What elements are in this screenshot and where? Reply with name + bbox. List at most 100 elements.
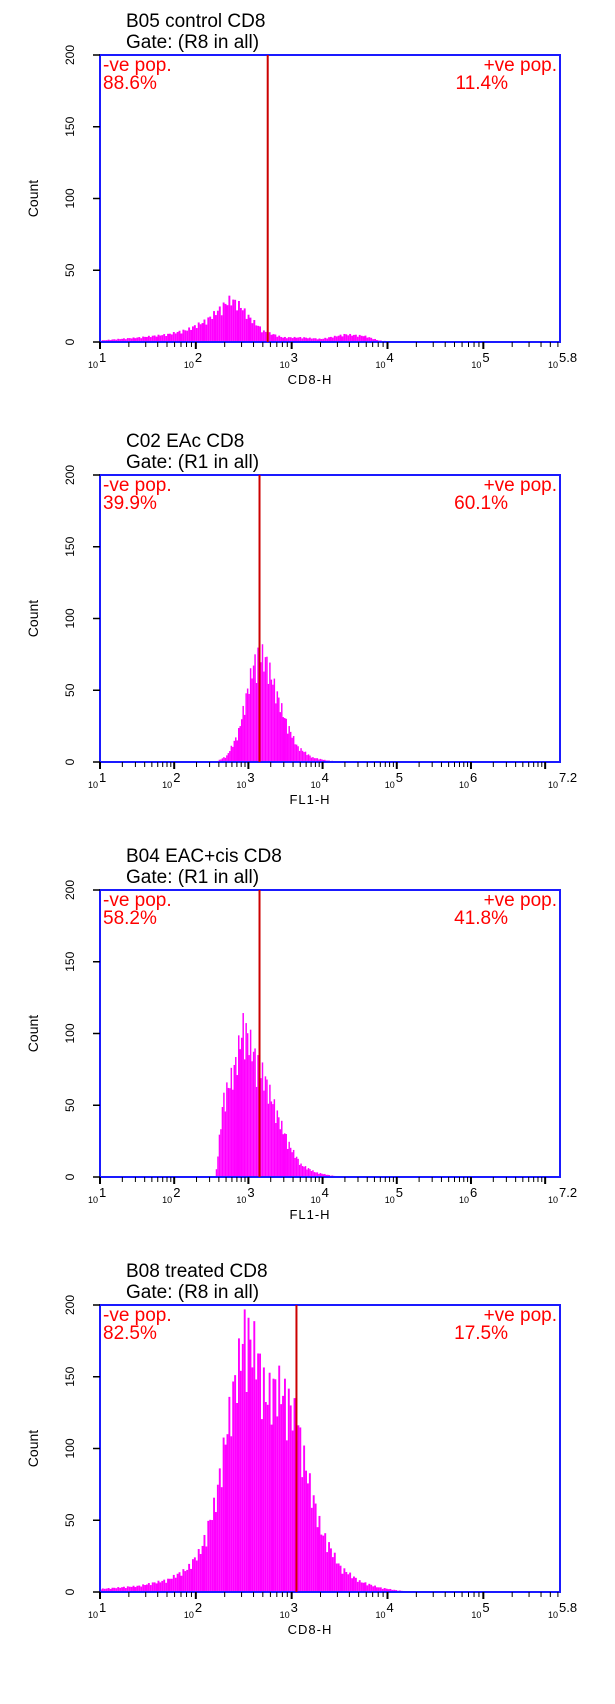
- histogram-bar: [301, 1477, 304, 1592]
- histogram-bar: [235, 737, 237, 762]
- histogram-bar: [303, 1445, 306, 1592]
- histogram-bar: [330, 336, 332, 342]
- x-tick-base: 10: [88, 1610, 98, 1620]
- x-tick-exponent: 2: [195, 1600, 202, 1615]
- histogram-bar: [284, 717, 286, 762]
- histogram-bar: [374, 338, 376, 342]
- gate-title: Gate: (R1 in all): [126, 867, 259, 888]
- histogram-bar: [218, 759, 221, 762]
- y-tick-label: 200: [63, 1295, 77, 1315]
- histogram-bar: [314, 338, 317, 342]
- histogram-bar: [319, 758, 322, 762]
- histogram-bar: [322, 1174, 325, 1177]
- histogram-bar: [262, 330, 265, 342]
- histogram-bar: [270, 1101, 273, 1177]
- histogram-bar: [151, 335, 154, 342]
- histogram-bar: [245, 693, 247, 762]
- histogram-bar: [245, 318, 248, 342]
- x-tick-exponent: 7.2: [559, 770, 577, 785]
- histogram-bar: [138, 1585, 141, 1592]
- x-tick-base: 10: [280, 360, 290, 370]
- histogram-bar: [261, 1062, 264, 1177]
- histogram-bar: [221, 1107, 224, 1177]
- x-tick-base: 10: [236, 780, 246, 790]
- histogram-bar: [319, 1173, 322, 1177]
- histogram-bar: [136, 337, 139, 342]
- plot-frame: [99, 889, 561, 1178]
- x-tick-base: 10: [548, 360, 558, 370]
- histogram-bar: [291, 737, 293, 762]
- histogram-bar: [292, 1149, 295, 1177]
- histogram-bar: [322, 1535, 325, 1592]
- histogram-bar: [228, 1396, 231, 1592]
- histogram-bar: [259, 326, 261, 342]
- histogram-bar: [282, 717, 284, 762]
- y-tick-label: 200: [63, 880, 77, 900]
- histogram-bar: [266, 656, 268, 762]
- histogram-bar: [161, 335, 164, 342]
- histogram-bar: [124, 339, 127, 342]
- histogram-bar: [103, 1588, 106, 1592]
- x-tick-exponent: 2: [173, 1185, 180, 1200]
- histogram-bar: [294, 744, 296, 762]
- histogram-bar: [330, 1548, 332, 1592]
- histogram-bar: [220, 315, 223, 342]
- histogram-bar: [381, 1588, 384, 1592]
- histogram-bar: [284, 1378, 286, 1592]
- histogram-bar: [337, 335, 340, 342]
- x-tick-base: 10: [375, 360, 385, 370]
- y-axis-label: Count: [25, 600, 41, 637]
- x-tick-label: 10: [548, 1610, 558, 1620]
- histogram-bar: [157, 334, 160, 342]
- histogram-bar: [274, 1379, 277, 1592]
- histogram-bar: [264, 1402, 267, 1592]
- histogram-bar: [343, 1568, 346, 1592]
- histogram-bar: [123, 1586, 125, 1592]
- histogram-bar: [149, 1585, 152, 1592]
- histogram-bar: [267, 1103, 270, 1177]
- histogram-bar: [276, 1110, 279, 1177]
- x-tick-label: 10: [311, 1195, 321, 1205]
- histogram-bar: [274, 334, 277, 342]
- histogram-bar: [307, 1483, 309, 1592]
- histogram-bar: [220, 1129, 222, 1177]
- histogram-bar: [389, 1588, 392, 1592]
- histogram-bar: [238, 1338, 240, 1592]
- histogram-bar: [236, 1403, 238, 1592]
- histogram-bars: [100, 1309, 407, 1592]
- histogram-bar: [345, 1571, 348, 1592]
- histogram-bar: [180, 1575, 183, 1592]
- histogram-bar: [326, 1552, 329, 1592]
- histogram-bar: [383, 1588, 386, 1592]
- histogram-bar: [167, 1578, 169, 1592]
- histogram-bar: [113, 339, 116, 342]
- histogram-bar: [107, 339, 110, 342]
- histogram-bar: [213, 1497, 215, 1592]
- histogram-bar: [315, 1172, 317, 1177]
- histogram-bar: [170, 1578, 173, 1592]
- x-tick-label: 10: [459, 1195, 469, 1205]
- histogram-bar: [192, 1559, 194, 1592]
- x-tick-label: 10: [548, 360, 558, 370]
- histogram-bar: [192, 326, 194, 342]
- x-tick-base: 10: [548, 1195, 558, 1205]
- histogram-bar: [320, 1534, 323, 1592]
- histogram-bar: [205, 324, 208, 342]
- histogram-bar: [298, 750, 301, 762]
- histogram-bar: [248, 1055, 250, 1177]
- histogram-bar: [230, 305, 233, 342]
- histogram-bar: [184, 1571, 187, 1592]
- histogram-bar: [197, 1549, 200, 1592]
- histogram-bar: [195, 1560, 198, 1592]
- y-axis-label: Count: [25, 180, 41, 217]
- histogram-bar: [246, 1033, 249, 1177]
- histogram-bar: [128, 338, 131, 342]
- histogram-bar: [163, 1579, 166, 1592]
- y-tick-label: 150: [63, 951, 77, 971]
- histogram-bar: [270, 1424, 273, 1592]
- histogram-bar: [295, 744, 298, 762]
- histogram-bar: [298, 1164, 301, 1177]
- histogram-bar: [174, 1577, 177, 1592]
- histogram-bar: [117, 338, 120, 342]
